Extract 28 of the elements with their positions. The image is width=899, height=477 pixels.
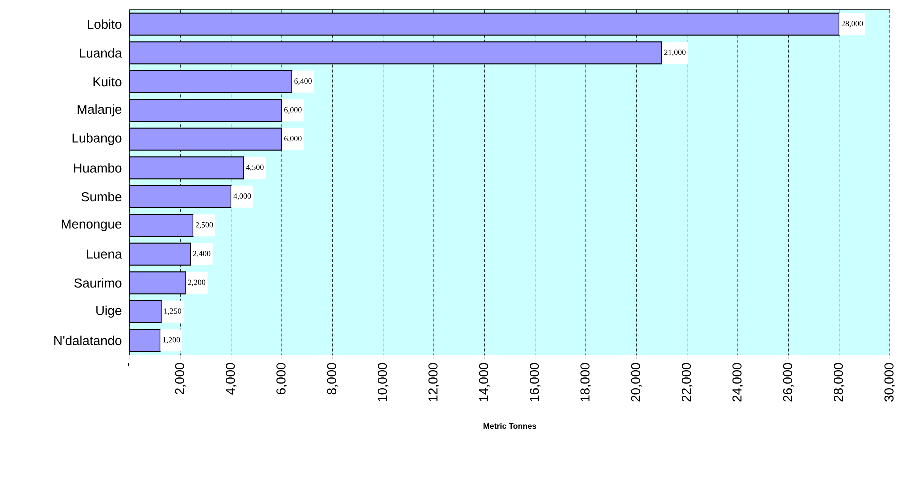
y-tick-label: Luanda <box>80 48 122 58</box>
x-tick-label: 24,000 <box>732 363 744 402</box>
y-tick-label: Kuito <box>94 77 122 87</box>
x-tick-label: 22,000 <box>682 363 693 402</box>
x-tick-label: 4,000 <box>226 363 237 395</box>
x-tick-label: 6,000 <box>276 363 288 395</box>
x-tick-label: 2,000 <box>175 363 186 395</box>
x-tick-label: 20,000 <box>631 363 642 402</box>
y-tick-label: Menongue <box>62 220 122 232</box>
x-tick-label: 18,000 <box>580 363 592 402</box>
x-tick-label: - <box>128 363 130 367</box>
y-tick-label: Saurimo <box>74 278 122 288</box>
y-tick-label: Sumbe <box>82 192 122 202</box>
y-tick-label: Malanje <box>78 104 122 117</box>
y-tick-label: Uige <box>96 306 122 318</box>
y-tick-label: Luena <box>87 250 122 259</box>
x-tick-label: 8,000 <box>327 363 338 395</box>
x-tick-label: 30,000 <box>884 363 896 402</box>
x-tick-label: 26,000 <box>783 363 794 402</box>
x-tick-label: 16,000 <box>530 363 541 402</box>
x-tick-label: 14,000 <box>479 363 490 402</box>
y-tick-label: Lubango <box>72 133 122 146</box>
x-tick-label: 12,000 <box>428 363 440 402</box>
x-tick-label: 10,000 <box>378 363 389 402</box>
y-tick-label: Huambo <box>74 163 122 173</box>
y-tick-label: N'dalatando <box>54 336 122 346</box>
x-tick-label: 28,000 <box>834 363 845 402</box>
y-tick-label: Lobito <box>88 20 122 30</box>
